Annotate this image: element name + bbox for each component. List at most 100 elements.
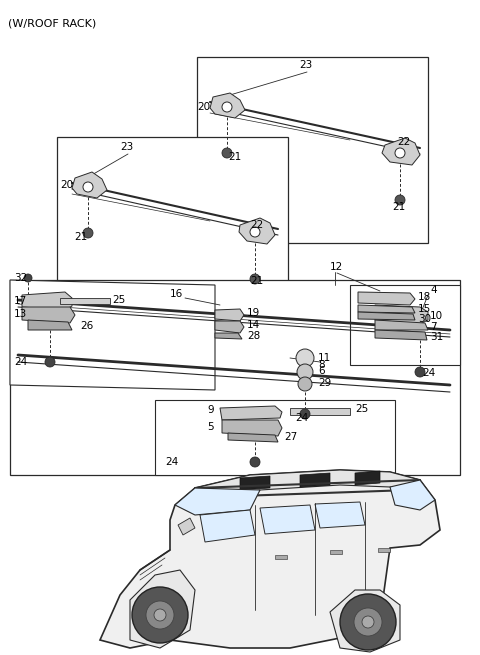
Text: 21: 21 [74, 232, 87, 242]
Polygon shape [382, 138, 420, 165]
Polygon shape [155, 400, 395, 475]
Bar [60, 298, 110, 304]
Text: 21: 21 [250, 276, 263, 286]
Bar [275, 555, 287, 559]
Text: 20: 20 [197, 102, 210, 112]
Text: 19: 19 [247, 308, 260, 318]
Circle shape [296, 349, 314, 367]
Polygon shape [10, 280, 460, 475]
Text: 23: 23 [120, 142, 133, 152]
Text: 5: 5 [207, 422, 214, 432]
Polygon shape [220, 406, 282, 420]
Text: 13: 13 [14, 309, 27, 319]
Polygon shape [215, 333, 242, 339]
Polygon shape [175, 488, 260, 515]
Bar [378, 548, 390, 552]
Circle shape [83, 182, 93, 192]
Text: 24: 24 [14, 357, 27, 367]
Polygon shape [28, 320, 72, 330]
Text: 4: 4 [430, 285, 437, 295]
Polygon shape [210, 93, 245, 118]
Circle shape [415, 367, 425, 377]
Text: 14: 14 [247, 320, 260, 330]
Polygon shape [240, 476, 270, 490]
Text: 21: 21 [228, 152, 241, 162]
Text: 8: 8 [318, 360, 324, 370]
Text: 24: 24 [422, 368, 435, 378]
Text: 31: 31 [430, 332, 443, 342]
Text: 16: 16 [170, 289, 183, 299]
Text: 11: 11 [318, 353, 331, 363]
Text: 12: 12 [330, 262, 343, 272]
Text: 26: 26 [80, 321, 93, 331]
Polygon shape [200, 510, 255, 542]
Circle shape [222, 148, 232, 158]
Text: 27: 27 [284, 432, 297, 442]
Circle shape [45, 357, 55, 367]
Polygon shape [260, 505, 315, 534]
Text: 24: 24 [165, 457, 178, 467]
Polygon shape [57, 137, 288, 323]
Circle shape [132, 587, 188, 643]
Polygon shape [358, 292, 415, 305]
Circle shape [354, 608, 382, 636]
Circle shape [395, 148, 405, 158]
Text: 32: 32 [14, 273, 27, 283]
Polygon shape [355, 471, 380, 485]
Circle shape [83, 228, 93, 238]
Text: 28: 28 [247, 331, 260, 341]
Polygon shape [100, 470, 440, 648]
Circle shape [154, 609, 166, 621]
Text: (W/ROOF RACK): (W/ROOF RACK) [8, 18, 96, 28]
Text: 25: 25 [355, 404, 368, 414]
Text: 7: 7 [430, 322, 437, 332]
Text: 21: 21 [392, 202, 405, 212]
Polygon shape [358, 305, 415, 313]
Text: 25: 25 [112, 295, 125, 305]
Polygon shape [315, 502, 365, 528]
Circle shape [395, 195, 405, 205]
Circle shape [222, 102, 232, 112]
Polygon shape [228, 433, 278, 442]
Polygon shape [22, 307, 75, 323]
Text: 10: 10 [430, 311, 443, 321]
Circle shape [24, 274, 32, 282]
Text: 29: 29 [318, 378, 331, 388]
Circle shape [250, 274, 260, 284]
Text: 20: 20 [60, 180, 73, 190]
Circle shape [146, 601, 174, 629]
Polygon shape [350, 285, 460, 365]
Text: 30: 30 [418, 314, 431, 324]
Text: 24: 24 [295, 413, 308, 423]
Polygon shape [375, 330, 427, 340]
Polygon shape [358, 312, 415, 320]
Polygon shape [239, 218, 275, 244]
Bar [330, 550, 342, 554]
Polygon shape [72, 172, 107, 198]
Circle shape [250, 227, 260, 237]
Polygon shape [22, 292, 72, 310]
Polygon shape [215, 321, 244, 333]
Text: 17: 17 [14, 296, 27, 306]
Bar [290, 408, 350, 415]
Polygon shape [195, 470, 420, 498]
Circle shape [298, 377, 312, 391]
Polygon shape [300, 473, 330, 487]
Circle shape [250, 457, 260, 467]
Polygon shape [197, 57, 428, 243]
Circle shape [297, 364, 313, 380]
Polygon shape [330, 590, 400, 652]
Circle shape [300, 409, 310, 419]
Polygon shape [375, 305, 428, 324]
Polygon shape [178, 518, 195, 535]
Circle shape [340, 594, 396, 650]
Polygon shape [10, 280, 215, 390]
Text: 22: 22 [397, 137, 410, 147]
Polygon shape [215, 309, 244, 321]
Polygon shape [130, 570, 195, 648]
Polygon shape [222, 420, 282, 436]
Polygon shape [375, 320, 428, 330]
Text: 15: 15 [418, 304, 431, 314]
Text: 22: 22 [250, 220, 263, 230]
Text: 23: 23 [299, 60, 312, 70]
